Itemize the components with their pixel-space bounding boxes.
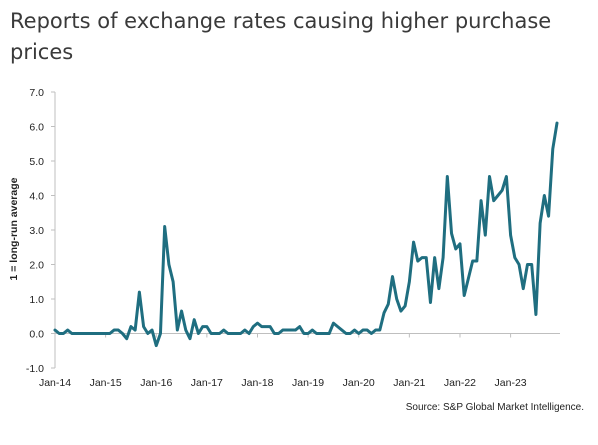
- x-tick-label: Jan-17: [191, 377, 223, 389]
- x-tick-label: Jan-14: [39, 377, 71, 389]
- y-tick-label: -1.0: [26, 363, 44, 375]
- x-tick-label: Jan-23: [495, 377, 527, 389]
- x-tick-label: Jan-15: [90, 377, 122, 389]
- source-note: Source: S&P Global Market Intelligence.: [405, 402, 584, 413]
- x-tick-label: Jan-16: [140, 377, 172, 389]
- y-tick-label: 4.0: [29, 191, 44, 203]
- x-axis-ticks: Jan-14 Jan-15 Jan-16 Jan-17 Jan-18 Jan-19 Jan-…: [39, 333, 527, 389]
- x-tick-label: Jan-18: [241, 377, 273, 389]
- y-axis-ticks: 7.0 6.0 5.0 4.0 3.0 2.0 1.0 0.0 -1.0: [26, 87, 55, 375]
- series-line: [53, 121, 559, 348]
- y-tick-label: 1.0: [29, 294, 44, 306]
- y-tick-label: 5.0: [29, 156, 44, 168]
- y-tick-label: 3.0: [29, 225, 44, 237]
- x-tick-label: Jan-21: [393, 377, 425, 389]
- y-axis-label: 1 = long-run average: [8, 177, 20, 280]
- y-tick-label: 2.0: [29, 260, 44, 272]
- x-tick-label: Jan-22: [444, 377, 476, 389]
- y-tick-label: 6.0: [29, 122, 44, 134]
- x-tick-label: Jan-20: [343, 377, 375, 389]
- x-tick-label: Jan-19: [292, 377, 324, 389]
- y-tick-label: 0.0: [29, 329, 44, 341]
- chart-title: Reports of exchange rates causing higher…: [10, 9, 552, 64]
- y-tick-label: 7.0: [29, 87, 44, 99]
- series-group: [53, 121, 559, 348]
